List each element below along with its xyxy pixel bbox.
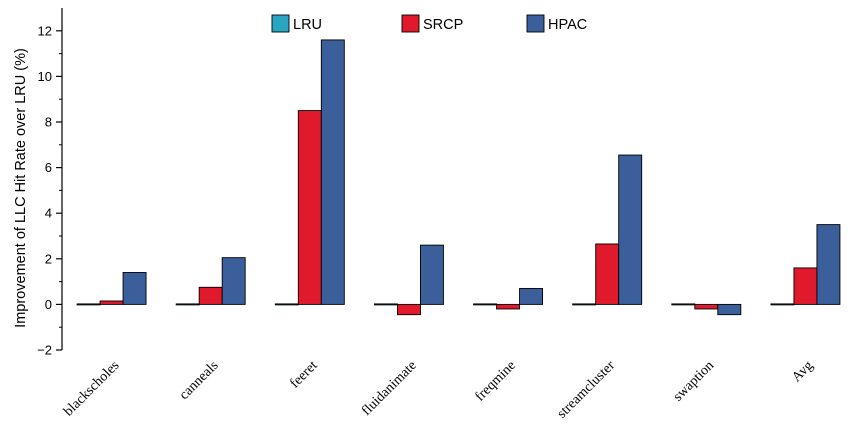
category-label: swaption <box>671 358 717 404</box>
bar-hpac-blackscholes <box>122 272 147 305</box>
bar-lru-feeret <box>274 303 299 306</box>
bar-lru-freqmine <box>473 303 498 306</box>
y-tick-label: 12 <box>38 23 52 38</box>
y-tick-label: 8 <box>45 115 52 130</box>
category-label: fluidanimate <box>359 358 420 419</box>
legend-label-srcp: SRCP <box>423 17 463 33</box>
y-tick-label: 6 <box>45 160 52 175</box>
bar-srcp-avg <box>793 267 818 305</box>
y-tick-label: 10 <box>38 69 52 84</box>
category-label: streamcluster <box>555 358 619 422</box>
bar-hpac-swaption <box>717 303 742 316</box>
category-label: blackscholes <box>61 358 122 419</box>
bar-srcp-canneals <box>198 286 223 305</box>
bar-hpac-streamcluster <box>618 154 643 305</box>
category-label: Avg <box>789 358 816 385</box>
bar-srcp-freqmine <box>496 303 521 310</box>
legend-label-hpac: HPAC <box>548 17 587 33</box>
axes: −2 0 2 4 6 8 10 12 <box>37 8 63 358</box>
bar-srcp-fluidanimate <box>396 303 421 316</box>
bar-srcp-blackscholes <box>99 300 124 305</box>
y-tick-label: 2 <box>45 251 52 266</box>
category-label: freqmine <box>473 358 519 404</box>
bar-lru-streamcluster <box>572 303 597 306</box>
bar-srcp-feeret <box>297 110 322 305</box>
y-tick-label: −2 <box>37 343 52 358</box>
bar-lru-fluidanimate <box>373 303 398 306</box>
bar-lru-avg <box>770 303 795 306</box>
y-tick-label: 0 <box>45 297 52 312</box>
bar-hpac-freqmine <box>519 287 544 305</box>
bar-hpac-canneals <box>221 257 246 305</box>
bar-lru-canneals <box>175 303 200 306</box>
legend-swatch-lru <box>271 14 290 33</box>
category-labels: blackscholes canneals feeret fluidanimate fr… <box>61 358 816 422</box>
category-label: feeret <box>288 358 321 391</box>
category-label: canneals <box>177 358 222 403</box>
legend-swatch-srcp <box>401 14 420 33</box>
bar-hpac-feeret <box>320 39 345 305</box>
bars <box>76 39 841 316</box>
bar-hpac-avg <box>816 224 841 305</box>
bar-hpac-fluidanimate <box>419 244 444 305</box>
legend: LRU SRCP HPAC <box>271 14 587 33</box>
y-tick-label: 4 <box>45 206 52 221</box>
bar-srcp-streamcluster <box>595 243 620 305</box>
bar-srcp-swaption <box>694 303 719 310</box>
bar-lru-swaption <box>671 303 696 306</box>
bar-lru-blackscholes <box>76 303 101 306</box>
legend-label-lru: LRU <box>293 17 322 33</box>
y-axis-title: Improvement of LLC Hit Rate over LRU (%) <box>13 48 29 328</box>
legend-swatch-hpac <box>526 14 545 33</box>
